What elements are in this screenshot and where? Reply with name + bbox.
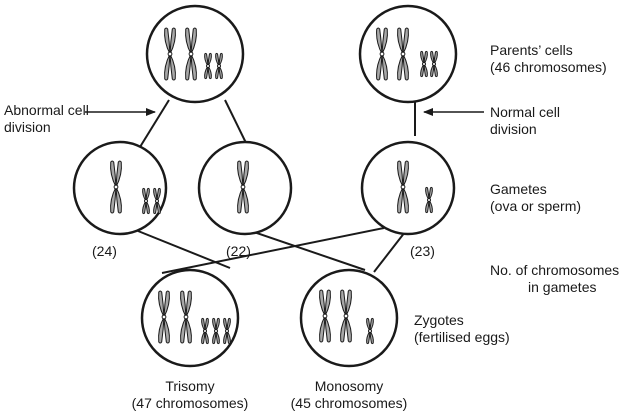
parent-cell-left	[145, 4, 245, 104]
normal-division-label-line2: division	[490, 121, 537, 137]
chromosome-group	[110, 27, 438, 345]
abnormal-division-label-line2: division	[4, 119, 51, 135]
chromosome-large	[237, 160, 249, 214]
zygotes-label: Zygotes (fertilised eggs)	[414, 312, 510, 346]
normal-division-label: Normal cell division	[490, 104, 560, 138]
chromosome-small	[201, 317, 209, 345]
abnormal-division-label-line1: Abnormal cell	[4, 102, 89, 118]
chromosome-large	[158, 290, 170, 344]
connector-gamete-right-to-zygote-trisomy	[161, 227, 385, 274]
zygotes-label-line1: Zygotes	[414, 312, 464, 328]
chromosome-large	[185, 27, 197, 81]
gamete-count-left: (24)	[92, 243, 117, 259]
chromosome-count-label-line2: in gametes	[528, 279, 597, 295]
chromosome-large	[110, 160, 122, 214]
chromosome-small	[430, 50, 438, 78]
chromosome-count-label-line1: No. of chromosomes	[490, 262, 620, 278]
abnormal-division-label: Abnormal cell division	[4, 102, 89, 136]
chromosome-large	[164, 27, 176, 81]
chromosome-large	[340, 289, 352, 343]
trisomy-label: Trisomy (47 chromosomes)	[125, 378, 255, 412]
gametes-label-line1: Gametes	[490, 181, 547, 197]
parents-cells-label-line1: Parents’ cells	[490, 42, 573, 58]
chromosome-small	[215, 52, 223, 80]
chromosome-large	[376, 27, 388, 81]
chromosome-small	[366, 317, 374, 345]
parents-cells-label-line2: (46 chromosomes)	[490, 59, 607, 75]
chromosome-small	[223, 317, 231, 345]
connector-gamete-right-to-zygote-monosomy	[373, 231, 406, 273]
monosomy-label: Monosomy (45 chromosomes)	[284, 378, 414, 412]
monosomy-label-line1: Monosomy	[314, 378, 384, 394]
gametes-label: Gametes (ova or sperm)	[490, 181, 581, 215]
gametes-label-line2: (ova or sperm)	[490, 198, 582, 214]
chromosome-small	[153, 187, 161, 215]
connector-parent-left-to-gamete-left	[139, 99, 170, 148]
chromosome-small	[212, 317, 220, 345]
gamete-cell-left	[72, 140, 168, 236]
gamete-count-right: (23)	[410, 243, 435, 259]
monosomy-label-line2: (45 chromosomes)	[290, 395, 408, 411]
chromosome-small	[420, 50, 428, 78]
chromosome-count-label: No. of chromosomes in gametes	[490, 262, 619, 296]
chromosome-large	[180, 290, 192, 344]
zygote-cell-monosomy	[299, 268, 399, 368]
chromosome-small	[204, 52, 212, 80]
chromosome-small	[142, 187, 150, 215]
zygote-cell-trisomy	[140, 268, 240, 368]
gamete-cell-right	[360, 140, 456, 236]
chromosome-large	[319, 289, 331, 343]
chromosome-small	[425, 186, 433, 214]
gamete-count-middle: (22)	[226, 243, 251, 259]
normal-division-label-line1: Normal cell	[490, 104, 561, 120]
connector-gamete-middle-to-zygote-monosomy	[247, 229, 366, 271]
trisomy-label-line1: Trisomy	[165, 378, 215, 394]
parent-cell-right	[358, 4, 458, 104]
connector-parent-left-to-gamete-middle	[224, 99, 249, 148]
zygotes-label-line2: (fertilised eggs)	[414, 329, 510, 345]
trisomy-label-line2: (47 chromosomes)	[131, 395, 249, 411]
chromosome-large	[397, 160, 409, 214]
parents-cells-label: Parents’ cells (46 chromosomes)	[490, 42, 607, 76]
chromosome-large	[397, 27, 409, 81]
